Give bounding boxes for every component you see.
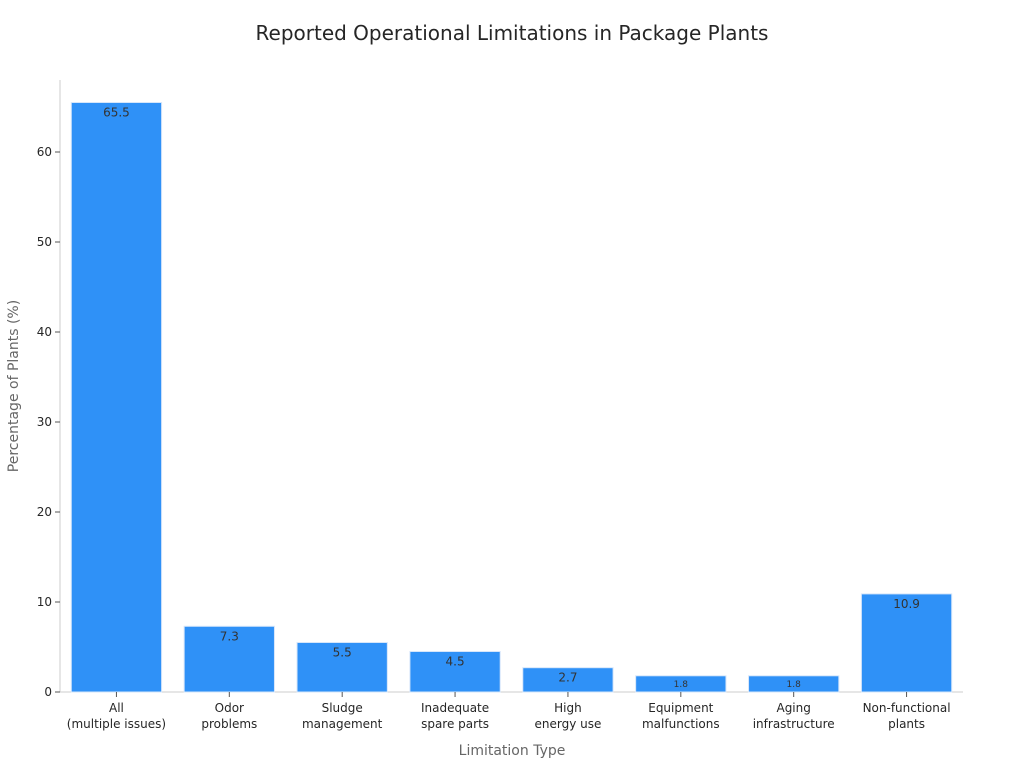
x-tick-label: management (302, 717, 383, 731)
x-tick-label: plants (888, 717, 925, 731)
data-label: 65.5 (103, 106, 130, 120)
data-label: 4.5 (446, 655, 465, 669)
x-tick-label: Aging (776, 701, 810, 715)
x-tick-label: infrastructure (753, 717, 835, 731)
y-tick-label: 0 (44, 685, 52, 699)
data-label: 1.8 (674, 680, 689, 690)
bar (409, 651, 501, 693)
x-tick-label: (multiple issues) (67, 717, 166, 731)
bar (70, 102, 163, 693)
bar (296, 642, 388, 693)
chart-title: Reported Operational Limitations in Pack… (256, 21, 769, 45)
x-tick-label: Equipment (648, 701, 713, 715)
x-tick-label: All (109, 701, 124, 715)
x-tick-label: malfunctions (642, 717, 720, 731)
y-tick-label: 30 (37, 415, 52, 429)
x-tick-label: problems (201, 717, 257, 731)
y-axis-title: Percentage of Plants (%) (6, 300, 22, 472)
x-tick-label: spare parts (421, 717, 489, 731)
data-label: 10.9 (893, 597, 920, 611)
y-tick-label: 10 (37, 595, 52, 609)
x-tick-label: Inadequate (421, 701, 489, 715)
x-axis-title: Limitation Type (459, 743, 566, 759)
bar (860, 593, 953, 693)
data-label: 2.7 (558, 671, 577, 685)
x-tick-label: Sludge (322, 701, 363, 715)
y-tick-label: 60 (37, 145, 52, 159)
x-tick-label: High (554, 701, 582, 715)
x-tick-label: Odor (215, 701, 244, 715)
y-tick-label: 40 (37, 325, 52, 339)
data-label: 1.8 (787, 680, 802, 690)
x-tick-label: energy use (535, 717, 602, 731)
data-label: 5.5 (333, 646, 352, 660)
data-label: 7.3 (220, 629, 239, 643)
bar (183, 625, 275, 693)
y-tick-label: 50 (37, 235, 52, 249)
plot-area: 0 10 20 30 40 50 60 65.5 All (multiple issues) 7.3… (37, 80, 963, 731)
y-tick-label: 20 (37, 505, 52, 519)
x-tick-label: Non-functional (863, 701, 951, 715)
